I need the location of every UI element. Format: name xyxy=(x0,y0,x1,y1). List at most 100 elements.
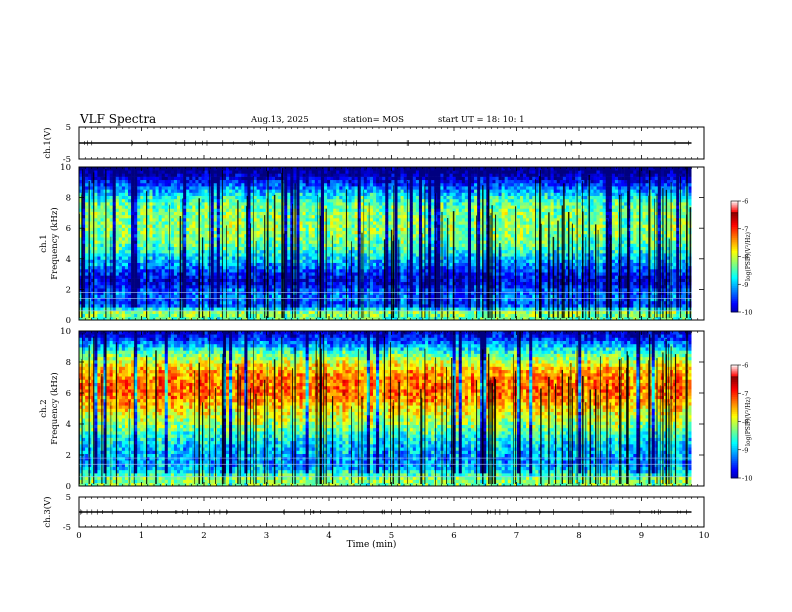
spectrogram-cell xyxy=(97,221,101,225)
spectrogram-cell xyxy=(250,288,254,292)
spectrogram-cell xyxy=(198,265,202,270)
spectrogram-cell xyxy=(320,284,325,289)
spectrogram-cell xyxy=(324,189,328,193)
spectrogram-cell xyxy=(94,179,98,184)
spectrogram-cell xyxy=(109,227,113,232)
spectrogram-cell xyxy=(311,233,316,238)
spectrogram-cell xyxy=(85,176,89,181)
spectrogram-cell xyxy=(299,265,303,270)
spectrogram-cell xyxy=(271,179,276,184)
spectrogram-cell xyxy=(354,189,358,193)
spectrogram-cell xyxy=(278,281,282,286)
spectrogram-cell xyxy=(128,176,132,181)
spectrogram-cell xyxy=(305,227,309,232)
spectrogram-cell xyxy=(192,195,196,200)
spectrogram-cell xyxy=(302,272,306,276)
spectrogram-cell xyxy=(369,214,374,219)
spectrogram-cell xyxy=(333,233,337,238)
spectrogram-cell xyxy=(369,167,374,171)
spectrogram-cell xyxy=(177,173,181,177)
spectrogram-cell xyxy=(118,221,123,225)
spectrogram-cell xyxy=(121,227,126,232)
spectrogram-cell xyxy=(244,176,248,181)
spectrogram-cell xyxy=(186,221,190,225)
spectrogram-cell xyxy=(320,313,325,318)
spectrogram-cell xyxy=(354,288,358,292)
spectrogram-cell xyxy=(247,218,251,222)
spectrogram-cell xyxy=(287,284,291,289)
spectrogram-cell xyxy=(293,179,297,184)
spectrogram-cell xyxy=(259,284,264,289)
spectrogram-cell xyxy=(79,189,83,193)
spectrogram-cell xyxy=(216,189,221,193)
spectrogram-cell xyxy=(91,230,95,235)
spectrogram-cell xyxy=(330,262,334,267)
spectrogram-cell xyxy=(155,307,159,311)
spectrogram-cell xyxy=(259,240,264,244)
spectrogram-cell xyxy=(336,269,340,273)
spectrogram-cell xyxy=(250,256,254,260)
spectrogram-cell xyxy=(348,272,352,276)
spectrogram-cell xyxy=(94,249,98,254)
spectrogram-cell xyxy=(161,313,166,318)
spectrogram-cell xyxy=(213,167,218,171)
spectrogram-cell xyxy=(247,316,251,321)
spectrogram-cell xyxy=(235,265,239,270)
spectrogram-cell xyxy=(275,316,279,321)
spectrogram-cell xyxy=(85,173,89,177)
spectrogram-cell xyxy=(177,221,181,225)
spectrogram-cell xyxy=(121,269,126,273)
spectrogram-cell xyxy=(128,310,132,314)
spectrogram-cell xyxy=(354,259,358,263)
spectrogram-cell xyxy=(259,167,264,171)
spectrogram-cell xyxy=(161,227,166,232)
spectrogram-cell xyxy=(235,300,239,305)
spectrogram-cell xyxy=(183,198,187,203)
spectrogram-cell xyxy=(235,182,239,187)
spectrogram-cell xyxy=(115,240,120,244)
spectrogram-cell xyxy=(373,288,377,292)
spectrogram-cell xyxy=(115,297,120,302)
spectrogram-cell xyxy=(235,294,239,298)
spectrogram-cell xyxy=(82,211,86,216)
spectrogram-cell xyxy=(121,233,126,238)
spectrogram-cell xyxy=(330,272,334,276)
spectrogram-cell xyxy=(195,281,199,286)
spectrogram-cell xyxy=(314,278,319,283)
spectrogram-cell xyxy=(244,253,248,257)
spectrogram-cell xyxy=(320,246,325,251)
spectrogram-cell xyxy=(189,300,193,305)
spectrogram-cell xyxy=(189,170,193,174)
spectrogram-cell xyxy=(278,182,282,187)
spectrogram-cell xyxy=(112,265,117,270)
spectrogram-cell xyxy=(369,275,374,279)
spectrogram-cell xyxy=(244,214,248,219)
spectrogram-cell xyxy=(94,192,98,196)
spectrogram-cell xyxy=(262,176,267,181)
spectrogram-cell xyxy=(369,221,374,225)
spectrogram-cell xyxy=(173,237,178,241)
spectrogram-cell xyxy=(158,278,162,283)
spectrogram-cell xyxy=(226,269,230,273)
spectrogram-cell xyxy=(186,208,190,212)
spectrogram-cell xyxy=(320,205,325,209)
spectrogram-cell xyxy=(345,297,349,302)
spectrogram-cell xyxy=(275,179,279,184)
spectrogram-cell xyxy=(308,237,313,241)
spectrogram-cell xyxy=(186,189,190,193)
spectrogram-cell xyxy=(247,243,251,247)
spectrogram-cell xyxy=(219,288,224,292)
spectrogram-cell xyxy=(103,202,107,206)
spectrogram-cell xyxy=(198,269,202,273)
spectrogram-cell xyxy=(314,205,319,209)
spectrogram-cell xyxy=(363,211,368,216)
spectrogram-cell xyxy=(241,243,245,247)
spectrogram-cell xyxy=(259,307,264,311)
spectrogram-cell xyxy=(229,224,233,228)
spectrogram-cell xyxy=(131,224,135,228)
spectrogram-cell xyxy=(118,224,123,228)
spectrogram-cell xyxy=(333,192,337,196)
spectrogram-cell xyxy=(357,288,362,292)
spectrogram-cell xyxy=(314,221,319,225)
spectrogram-cell xyxy=(247,313,251,318)
